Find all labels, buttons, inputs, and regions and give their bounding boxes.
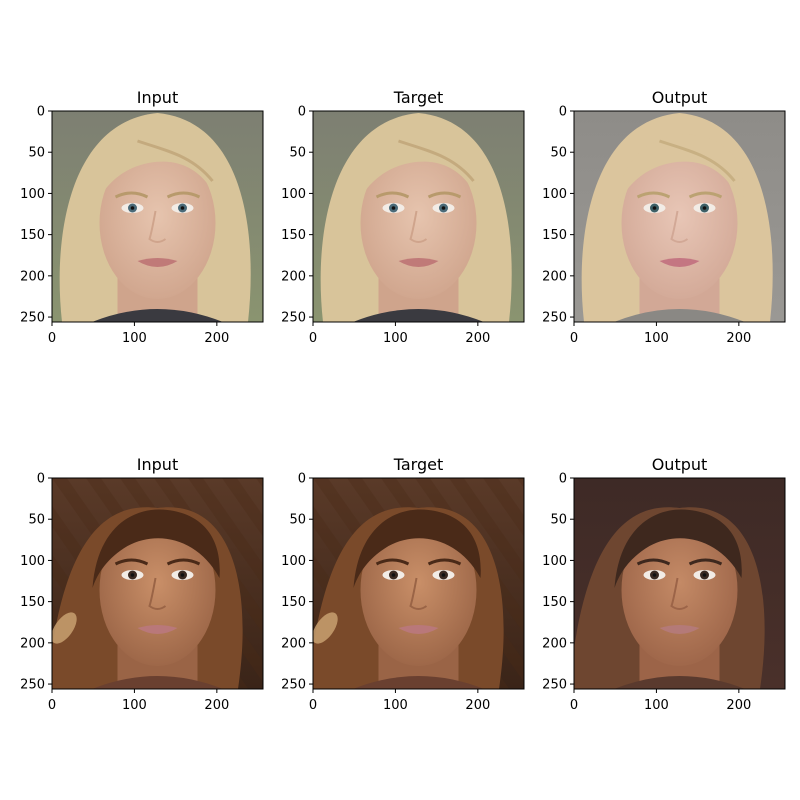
y-tick-label: 50 (550, 513, 567, 528)
y-tick-label: 100 (542, 554, 567, 569)
x-tick-label: 200 (726, 331, 751, 346)
y-tick-label: 50 (289, 146, 306, 161)
y-tick-label: 200 (20, 636, 45, 651)
y-tick-label: 150 (542, 595, 567, 610)
y-tick-label: 100 (20, 187, 45, 202)
panel-title: Target (393, 88, 444, 107)
x-tick-label: 100 (122, 698, 147, 713)
panel-title: Output (652, 88, 708, 107)
y-tick-label: 200 (542, 269, 567, 284)
x-tick-label: 100 (383, 331, 408, 346)
panel-title: Target (393, 455, 444, 474)
y-tick-label: 50 (289, 513, 306, 528)
x-tick-label: 100 (122, 331, 147, 346)
portrait-brunette-woman-generated (569, 478, 785, 698)
y-tick-label: 250 (20, 311, 45, 326)
portrait-blonde-woman-photo (313, 111, 524, 331)
x-tick-label: 0 (309, 698, 317, 713)
y-tick-label: 200 (20, 269, 45, 284)
x-tick-label: 200 (204, 698, 229, 713)
y-tick-label: 150 (281, 228, 306, 243)
y-tick-label: 0 (298, 105, 306, 120)
panel-title: Output (652, 455, 708, 474)
x-tick-label: 100 (383, 698, 408, 713)
x-tick-label: 0 (48, 698, 56, 713)
panel-title: Input (137, 455, 178, 474)
y-tick-label: 0 (559, 105, 567, 120)
y-tick-label: 250 (281, 311, 306, 326)
y-tick-label: 150 (20, 595, 45, 610)
y-tick-label: 250 (542, 678, 567, 693)
y-tick-label: 150 (542, 228, 567, 243)
x-tick-label: 200 (204, 331, 229, 346)
x-tick-label: 200 (726, 698, 751, 713)
y-tick-label: 0 (298, 472, 306, 487)
y-tick-label: 50 (550, 146, 567, 161)
x-tick-label: 200 (465, 698, 490, 713)
y-tick-label: 200 (281, 269, 306, 284)
x-tick-label: 0 (570, 331, 578, 346)
y-tick-label: 100 (20, 554, 45, 569)
y-tick-label: 200 (542, 636, 567, 651)
x-tick-label: 100 (644, 331, 669, 346)
x-tick-label: 100 (644, 698, 669, 713)
y-tick-label: 100 (542, 187, 567, 202)
y-tick-label: 150 (281, 595, 306, 610)
x-tick-label: 0 (48, 331, 56, 346)
y-tick-label: 250 (542, 311, 567, 326)
portrait-blonde-woman-generated (574, 111, 785, 331)
y-tick-label: 50 (28, 146, 45, 161)
y-tick-label: 50 (28, 513, 45, 528)
y-tick-label: 100 (281, 187, 306, 202)
y-tick-label: 250 (281, 678, 306, 693)
portrait-blonde-woman-photo (52, 111, 263, 331)
x-tick-label: 200 (465, 331, 490, 346)
y-tick-label: 0 (559, 472, 567, 487)
y-tick-label: 200 (281, 636, 306, 651)
y-tick-label: 150 (20, 228, 45, 243)
y-tick-label: 0 (37, 472, 45, 487)
x-tick-label: 0 (570, 698, 578, 713)
y-tick-label: 250 (20, 678, 45, 693)
y-tick-label: 100 (281, 554, 306, 569)
panel-title: Input (137, 88, 178, 107)
y-tick-label: 0 (37, 105, 45, 120)
x-tick-label: 0 (309, 331, 317, 346)
